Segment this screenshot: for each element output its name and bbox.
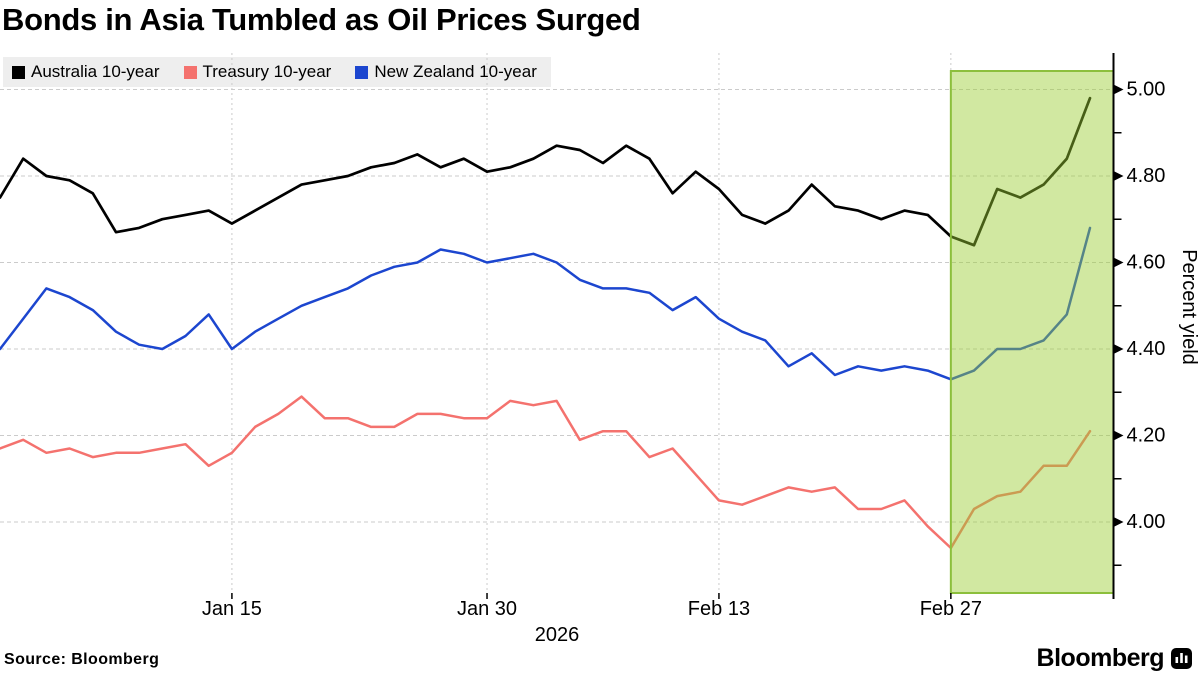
series-lines [0, 96, 1092, 550]
bloomberg-logo: Bloomberg [1037, 644, 1192, 673]
legend-label: Treasury 10-year [202, 62, 332, 81]
x-tick-label: Feb 13 [688, 598, 750, 620]
series-line-australia-10-year [0, 96, 1092, 247]
y-tick-label: 4.20 [1127, 425, 1166, 447]
legend-swatch-australia-icon [12, 65, 25, 79]
y-tick-label: 4.40 [1127, 338, 1166, 360]
legend-swatch-treasury-icon [183, 65, 197, 79]
y-axis-title: Percent yield [1178, 249, 1200, 365]
x-tick-label: Feb 27 [920, 598, 982, 620]
y-tick-label: 4.00 [1127, 511, 1166, 533]
x-axis: Jan 15 Jan 30 Feb 13 Feb 27 2026 [202, 593, 1115, 646]
gridlines [0, 53, 1114, 593]
x-axis-year-label: 2026 [535, 624, 580, 646]
chart-legend: Australia 10-year Treasury 10-year New Z… [3, 57, 551, 87]
legend-item-australia-10-year: Australia 10-year [12, 62, 160, 82]
bar-chart-icon [1171, 648, 1192, 669]
series-line-new-zealand-10-year [0, 226, 1092, 381]
y-axis: 4.00 4.20 4.40 4.60 4.80 5.00 Percent yield [1112, 53, 1200, 593]
legend-item-new-zealand-10-year: New Zealand 10-year [355, 62, 537, 82]
y-tick-label: 4.80 [1127, 165, 1166, 187]
legend-swatch-new-zealand-icon [355, 65, 369, 79]
bloomberg-wordmark: Bloomberg [1036, 644, 1165, 672]
legend-item-treasury-10-year: Treasury 10-year [183, 62, 332, 82]
y-tick-label: 4.60 [1127, 252, 1166, 274]
legend-label: Australia 10-year [31, 62, 160, 81]
source-credit: Source: Bloomberg [4, 651, 160, 668]
chart-title: Bonds in Asia Tumbled as Oil Prices Surg… [2, 2, 641, 37]
x-tick-label: Jan 30 [457, 598, 517, 620]
legend-label: New Zealand 10-year [374, 62, 537, 81]
highlight-region [950, 71, 1114, 593]
y-tick-label: 5.00 [1127, 79, 1166, 101]
x-tick-label: Jan 15 [202, 598, 262, 620]
series-line-treasury-10-year [0, 395, 1092, 550]
